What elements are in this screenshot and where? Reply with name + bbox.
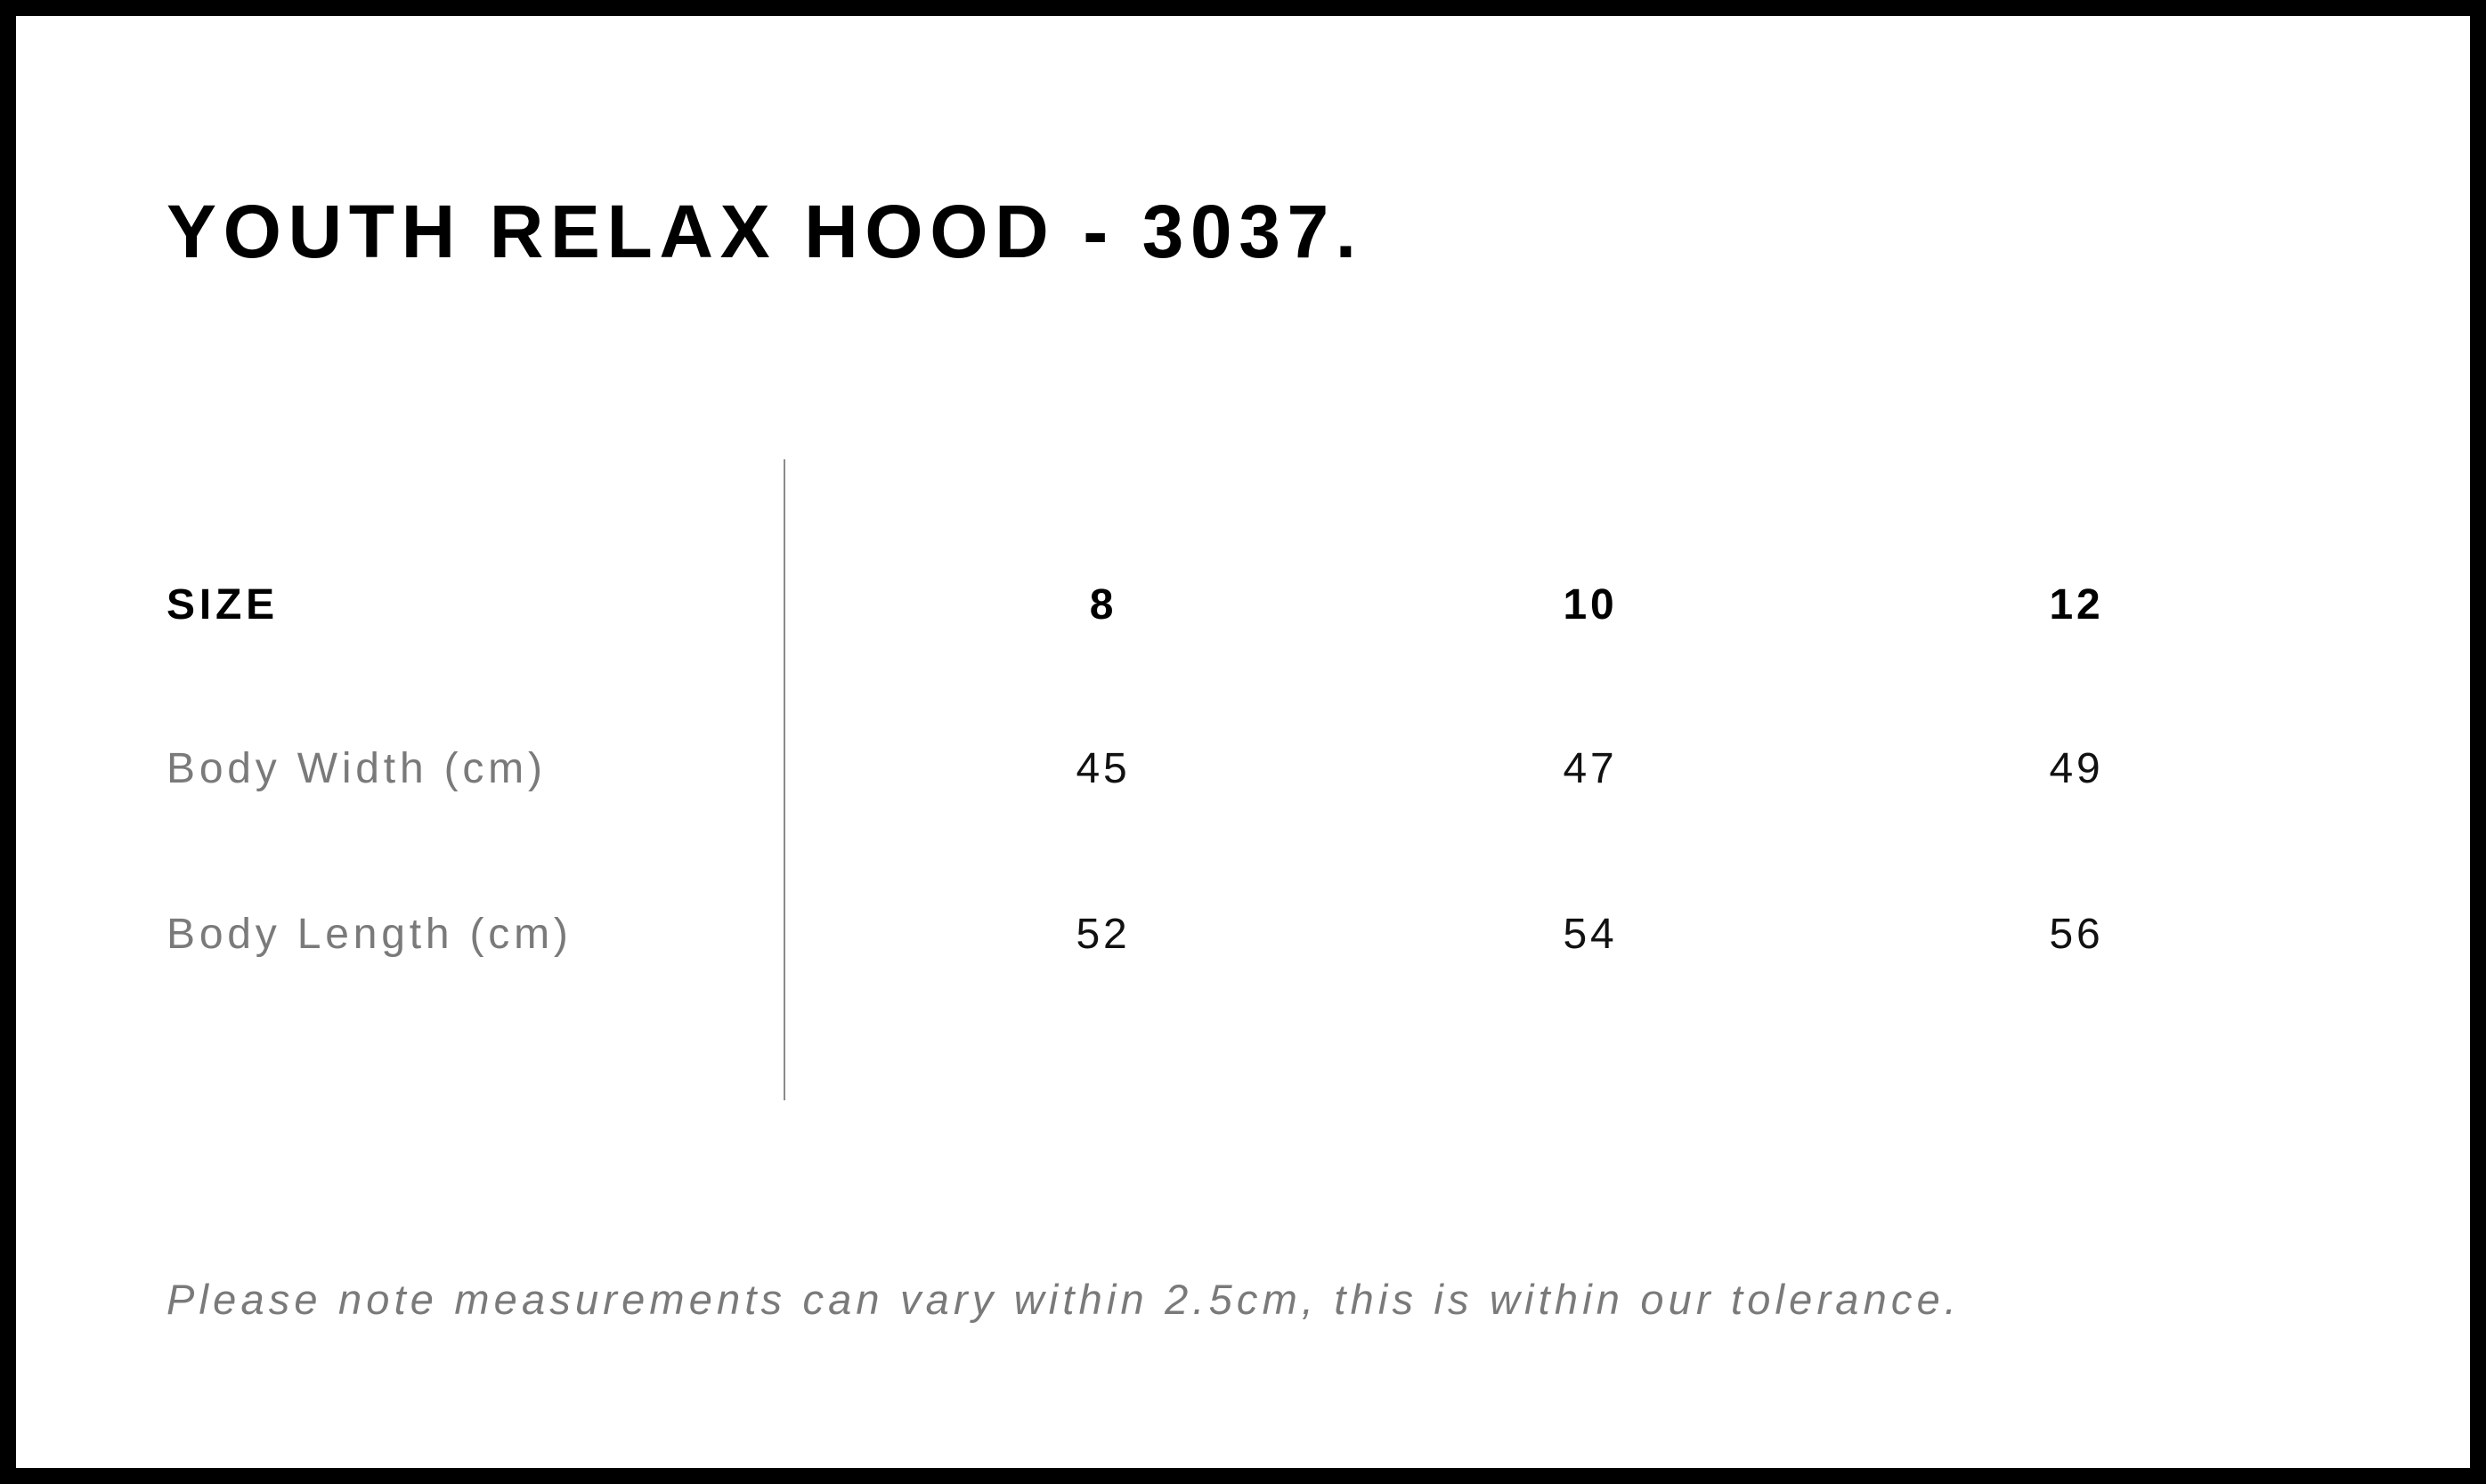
table-header-row: SIZE 8 10 12 [16, 579, 2470, 632]
column-divider [784, 459, 785, 1100]
size-header-label: SIZE [167, 581, 279, 628]
table-cell: 45 [1076, 745, 1131, 792]
row-label: Body Width (cm) [167, 745, 547, 792]
tolerance-note: Please note measurements can vary within… [167, 1276, 1962, 1323]
size-chart-card: YOUTH RELAX HOOD - 3037. SIZE 8 10 12 Bo… [16, 16, 2470, 1468]
table-row: Body Width (cm) 45 47 49 [16, 742, 2470, 796]
table-cell: 52 [1076, 911, 1131, 958]
page-title: YOUTH RELAX HOOD - 3037. [167, 190, 1363, 273]
row-label: Body Length (cm) [167, 911, 573, 958]
table-row: Body Length (cm) 52 54 56 [16, 908, 2470, 961]
size-header-cell: 8 [1089, 581, 1117, 628]
table-cell: 54 [1563, 911, 1618, 958]
table-cell: 56 [2049, 911, 2104, 958]
size-header-cell: 12 [2049, 581, 2104, 628]
size-header-cell: 10 [1563, 581, 1618, 628]
table-cell: 47 [1563, 745, 1618, 792]
table-cell: 49 [2049, 745, 2104, 792]
